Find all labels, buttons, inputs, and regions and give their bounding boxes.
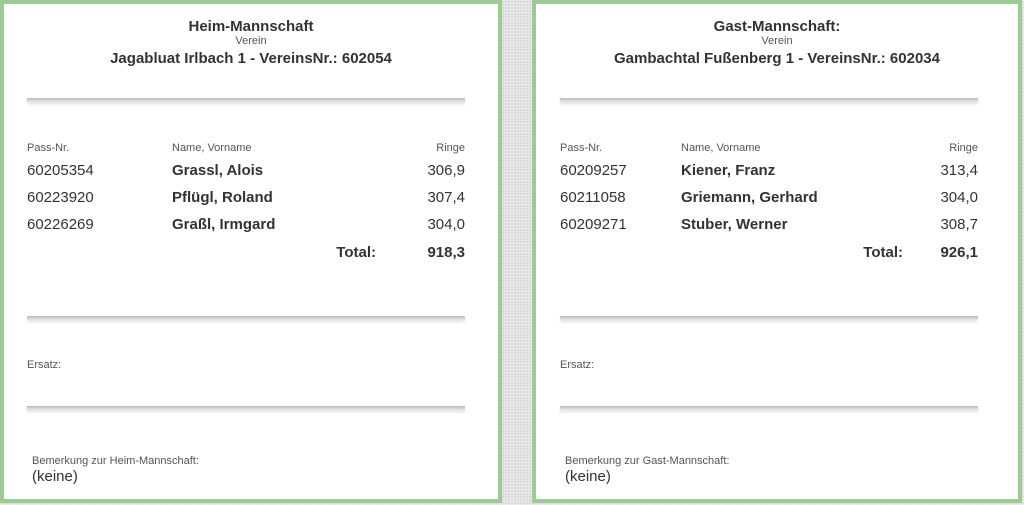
header-name: Name, Vorname	[681, 142, 761, 154]
player-name: Stuber, Werner	[681, 216, 788, 233]
pass-number: 60211058	[560, 189, 626, 206]
total-label: Total:	[863, 244, 903, 261]
remark-label: Bemerkung zur Heim-Mannschaft:	[32, 455, 199, 467]
player-name: Kiener, Franz	[681, 162, 776, 179]
remark-label: Bemerkung zur Gast-Mannschaft:	[565, 455, 730, 467]
club-name: Jagabluat Irlbach 1 - VereinsNr.: 602054	[110, 50, 392, 67]
player-name: Pflügl, Roland	[172, 189, 273, 206]
header-ringe: Ringe	[436, 142, 465, 154]
verein-label: Verein	[235, 35, 267, 47]
pass-number: 60209257	[560, 162, 627, 179]
header-ringe: Ringe	[949, 142, 978, 154]
header-name: Name, Vorname	[172, 142, 252, 154]
total-label: Total:	[336, 244, 376, 261]
divider	[560, 316, 978, 320]
remark-text: (keine)	[565, 468, 611, 485]
divider	[27, 406, 465, 410]
ringe-value: 304,0	[940, 189, 978, 206]
pass-number: 60226269	[27, 216, 94, 233]
club-name: Gambachtal Fußenberg 1 - VereinsNr.: 602…	[614, 50, 940, 67]
player-name: Grassl, Alois	[172, 162, 264, 179]
ringe-value: 313,4	[940, 162, 978, 179]
pass-number: 60223920	[27, 189, 94, 206]
ringe-value: 308,7	[940, 216, 978, 233]
ringe-value: 306,9	[427, 162, 465, 179]
player-name: Graßl, Irmgard	[172, 216, 276, 233]
divider	[560, 98, 978, 102]
total-value: 918,3	[427, 244, 465, 261]
remark-text: (keine)	[32, 468, 78, 485]
guest-team-panel: Gast-Mannschaft: Verein Gambachtal Fußen…	[532, 0, 1022, 503]
team-title: Gast-Mannschaft:	[713, 18, 841, 35]
pass-number: 60209271	[560, 216, 627, 233]
ersatz-label: Ersatz:	[27, 359, 62, 371]
total-value: 926,1	[940, 244, 978, 261]
ringe-value: 307,4	[427, 189, 465, 206]
ersatz-label: Ersatz:	[560, 359, 595, 371]
player-name: Griemann, Gerhard	[681, 189, 818, 206]
divider	[560, 406, 978, 410]
team-title: Heim-Mannschaft	[188, 18, 314, 35]
ringe-value: 304,0	[427, 216, 465, 233]
header-pass: Pass-Nr.	[27, 142, 70, 154]
header-pass: Pass-Nr.	[560, 142, 603, 154]
pass-number: 60205354	[27, 162, 94, 179]
divider	[27, 98, 465, 102]
verein-label: Verein	[761, 35, 793, 47]
home-team-panel: Heim-Mannschaft Verein Jagabluat Irlbach…	[0, 0, 502, 503]
divider	[27, 316, 465, 320]
